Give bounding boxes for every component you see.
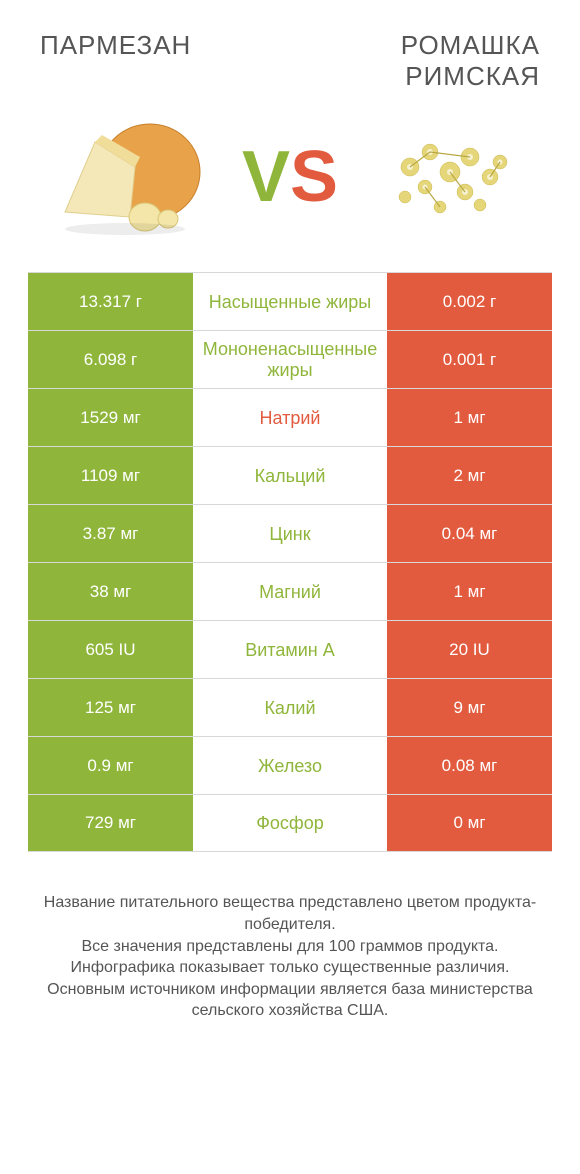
- cell-right-value: 0.04 мг: [387, 505, 552, 562]
- cell-left-value: 1109 мг: [28, 447, 193, 504]
- table-row: 1529 мгНатрий1 мг: [28, 388, 552, 446]
- cell-left-value: 729 мг: [28, 795, 193, 851]
- cell-right-value: 0.001 г: [387, 331, 552, 388]
- cell-nutrient-label: Кальций: [193, 447, 387, 504]
- cell-nutrient-label: Фосфор: [193, 795, 387, 851]
- product-right-image: [370, 112, 540, 242]
- cell-nutrient-label: Цинк: [193, 505, 387, 562]
- cell-nutrient-label: Калий: [193, 679, 387, 736]
- table-row: 38 мгМагний1 мг: [28, 562, 552, 620]
- product-right-title: РОМАШКА РИМСКАЯ: [401, 30, 540, 92]
- footer-line4: Основным источником информации является …: [30, 979, 550, 1022]
- table-row: 3.87 мгЦинк0.04 мг: [28, 504, 552, 562]
- cell-nutrient-label: Натрий: [193, 389, 387, 446]
- table-row: 0.9 мгЖелезо0.08 мг: [28, 736, 552, 794]
- cell-right-value: 0 мг: [387, 795, 552, 851]
- cell-left-value: 38 мг: [28, 563, 193, 620]
- product-right-title-line2: РИМСКАЯ: [405, 61, 540, 91]
- table-row: 1109 мгКальций2 мг: [28, 446, 552, 504]
- footer-line2: Все значения представлены для 100 граммо…: [30, 936, 550, 958]
- table-row: 13.317 гНасыщенные жиры0.002 г: [28, 272, 552, 330]
- cell-right-value: 0.08 мг: [387, 737, 552, 794]
- product-left-image: [40, 112, 210, 242]
- cell-right-value: 0.002 г: [387, 273, 552, 330]
- cell-right-value: 2 мг: [387, 447, 552, 504]
- cell-left-value: 1529 мг: [28, 389, 193, 446]
- vs-label: VS: [242, 136, 338, 218]
- vs-row: VS: [0, 102, 580, 272]
- cell-left-value: 605 IU: [28, 621, 193, 678]
- cell-left-value: 3.87 мг: [28, 505, 193, 562]
- table-row: 125 мгКалий9 мг: [28, 678, 552, 736]
- cell-left-value: 0.9 мг: [28, 737, 193, 794]
- cell-nutrient-label: Магний: [193, 563, 387, 620]
- cell-right-value: 1 мг: [387, 389, 552, 446]
- cell-left-value: 13.317 г: [28, 273, 193, 330]
- table-row: 729 мгФосфор0 мг: [28, 794, 552, 852]
- cell-nutrient-label: Насыщенные жиры: [193, 273, 387, 330]
- cell-nutrient-label: Железо: [193, 737, 387, 794]
- footer-notes: Название питательного вещества представл…: [0, 852, 580, 1022]
- vs-letter-s: S: [290, 136, 338, 218]
- footer-line1: Название питательного вещества представл…: [30, 892, 550, 935]
- cell-left-value: 125 мг: [28, 679, 193, 736]
- cell-nutrient-label: Витамин A: [193, 621, 387, 678]
- cell-nutrient-label: Мононенасыщенные жиры: [193, 331, 387, 388]
- footer-line3: Инфографика показывает только существенн…: [30, 957, 550, 979]
- product-right-title-line1: РОМАШКА: [401, 30, 540, 60]
- header: ПАРМЕЗАН РОМАШКА РИМСКАЯ: [0, 0, 580, 102]
- cell-left-value: 6.098 г: [28, 331, 193, 388]
- vs-letter-v: V: [242, 136, 290, 218]
- table-row: 605 IUВитамин A20 IU: [28, 620, 552, 678]
- table-row: 6.098 гМононенасыщенные жиры0.001 г: [28, 330, 552, 388]
- cell-right-value: 9 мг: [387, 679, 552, 736]
- cell-right-value: 1 мг: [387, 563, 552, 620]
- comparison-table: 13.317 гНасыщенные жиры0.002 г6.098 гМон…: [0, 272, 580, 852]
- cell-right-value: 20 IU: [387, 621, 552, 678]
- product-left-title: ПАРМЕЗАН: [40, 30, 191, 61]
